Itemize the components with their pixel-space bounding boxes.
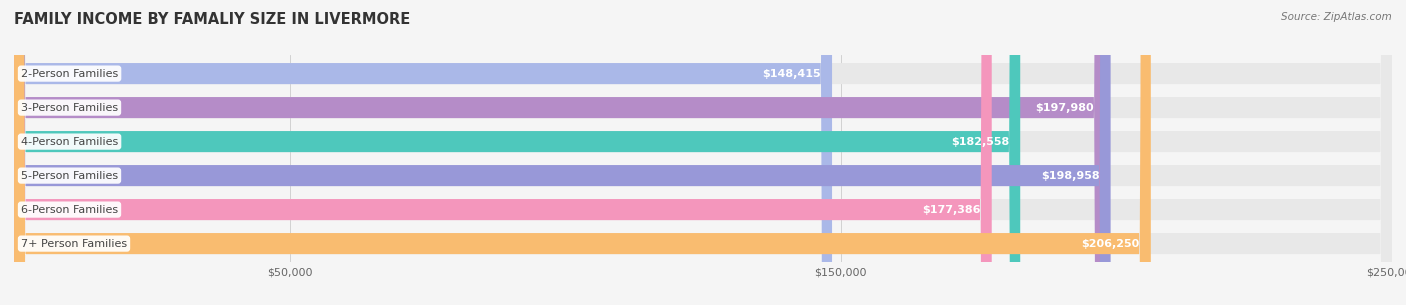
FancyBboxPatch shape <box>14 0 1392 305</box>
Text: $182,558: $182,558 <box>950 137 1010 147</box>
Text: 4-Person Families: 4-Person Families <box>21 137 118 147</box>
Text: $148,415: $148,415 <box>762 69 821 79</box>
FancyBboxPatch shape <box>14 0 991 305</box>
FancyBboxPatch shape <box>14 0 832 305</box>
Text: $177,386: $177,386 <box>922 205 981 215</box>
Text: $197,980: $197,980 <box>1036 102 1094 113</box>
Text: 5-Person Families: 5-Person Families <box>21 170 118 181</box>
FancyBboxPatch shape <box>14 0 1392 305</box>
FancyBboxPatch shape <box>14 0 1392 305</box>
FancyBboxPatch shape <box>14 0 1111 305</box>
FancyBboxPatch shape <box>14 0 1150 305</box>
Text: $198,958: $198,958 <box>1040 170 1099 181</box>
Text: 3-Person Families: 3-Person Families <box>21 102 118 113</box>
FancyBboxPatch shape <box>14 0 1105 305</box>
Text: 2-Person Families: 2-Person Families <box>21 69 118 79</box>
FancyBboxPatch shape <box>14 0 1021 305</box>
FancyBboxPatch shape <box>14 0 1392 305</box>
Text: 7+ Person Families: 7+ Person Families <box>21 239 127 249</box>
Text: FAMILY INCOME BY FAMALIY SIZE IN LIVERMORE: FAMILY INCOME BY FAMALIY SIZE IN LIVERMO… <box>14 12 411 27</box>
Text: 6-Person Families: 6-Person Families <box>21 205 118 215</box>
FancyBboxPatch shape <box>14 0 1392 305</box>
Text: Source: ZipAtlas.com: Source: ZipAtlas.com <box>1281 12 1392 22</box>
Text: $206,250: $206,250 <box>1081 239 1140 249</box>
FancyBboxPatch shape <box>14 0 1392 305</box>
